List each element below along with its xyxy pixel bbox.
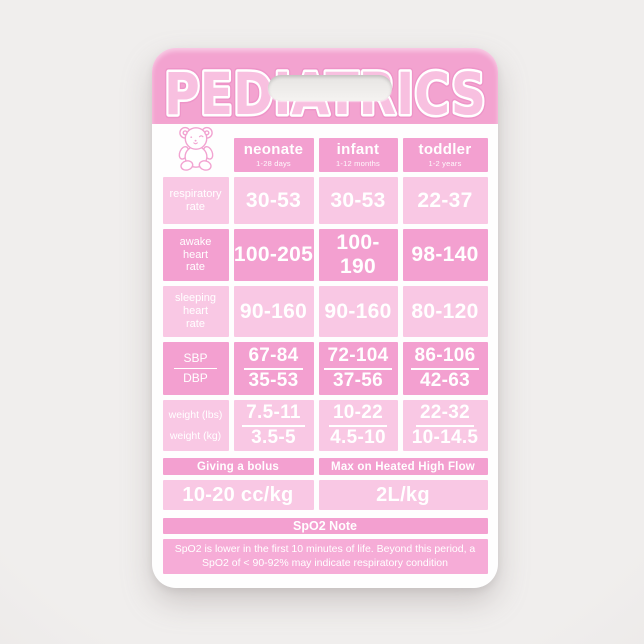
dbp-value: 42-63: [419, 369, 471, 391]
weight-kg-label: weight (kg): [169, 430, 222, 442]
cell-awake-neonate: 100-205: [233, 229, 314, 281]
weight-lbs-label: weight (lbs): [168, 408, 223, 421]
bolus-flow-section: Giving a bolus Max on Heated High Flow 1…: [162, 458, 488, 510]
cell-respiratory-toddler: 22-37: [402, 177, 488, 224]
column-header-neonate: neonate 1-28 days: [233, 138, 314, 172]
cell-weight-infant: 10-22 4.5-10: [318, 400, 398, 451]
spo2-note-line1: SpO2 is lower in the first 10 minutes of…: [174, 543, 476, 556]
sbp-value: 67-84: [244, 345, 303, 370]
bolus-header: Giving a bolus: [162, 458, 314, 475]
weight-kg-value: 3.5-5: [251, 426, 296, 448]
sbp-value: 86-106: [410, 345, 480, 370]
dbp-value: 35-53: [248, 369, 299, 391]
cell-awake-infant: 100-190: [318, 229, 398, 281]
cell-sleeping-neonate: 90-160: [233, 286, 314, 337]
cell-weight-toddler: 22-32 10-14.5: [402, 400, 488, 451]
weight-lbs-value: 10-22: [328, 402, 388, 427]
column-header-toddler: toddler 1-2 years: [402, 138, 488, 172]
column-sublabel: 1-2 years: [428, 159, 462, 168]
column-label: neonate: [243, 141, 304, 158]
bolus-value: 10-20 cc/kg: [162, 480, 314, 510]
column-label: infant: [336, 141, 380, 158]
badge-card: PEDIATRICS PEDIATRICS: [152, 48, 498, 588]
spo2-note-text: SpO2 is lower in the first 10 minutes of…: [162, 539, 488, 574]
dbp-label: DBP: [183, 371, 208, 385]
row-label-weight: weight (lbs) weight (kg): [162, 400, 229, 451]
card-content: neonate 1-28 days infant 1-12 months tod…: [152, 125, 498, 574]
high-flow-header: Max on Heated High Flow: [318, 458, 488, 475]
cell-bp-neonate: 67-84 35-53: [233, 342, 314, 395]
vitals-table: neonate 1-28 days infant 1-12 months tod…: [162, 125, 488, 451]
row-label-respiratory-rate: respiratory rate: [162, 177, 229, 224]
column-sublabel: 1-28 days: [256, 159, 291, 168]
header-band: PEDIATRICS PEDIATRICS: [152, 48, 498, 126]
column-header-infant: infant 1-12 months: [318, 138, 398, 172]
sbp-label: SBP: [174, 352, 217, 369]
sbp-value: 72-104: [323, 345, 393, 370]
cell-bp-infant: 72-104 37-56: [318, 342, 398, 395]
row-label-sleeping-heart-rate: sleeping heart rate: [162, 286, 229, 337]
weight-lbs-value: 7.5-11: [242, 402, 305, 427]
column-sublabel: 1-12 months: [336, 159, 380, 168]
weight-kg-value: 4.5-10: [330, 426, 386, 448]
column-label: toddler: [418, 141, 472, 158]
cell-sleeping-infant: 90-160: [318, 286, 398, 337]
cell-bp-toddler: 86-106 42-63: [402, 342, 488, 395]
spo2-note-line2: SpO2 of < 90-92% may indicate respirator…: [201, 556, 448, 569]
cell-weight-neonate: 7.5-11 3.5-5: [233, 400, 314, 451]
high-flow-value: 2L/kg: [318, 480, 488, 510]
cell-respiratory-neonate: 30-53: [233, 177, 314, 224]
bear-cell: [163, 125, 229, 172]
cell-sleeping-toddler: 80-120: [402, 286, 488, 337]
row-label-blood-pressure: SBP DBP: [162, 342, 229, 395]
weight-lbs-value: 22-32: [415, 402, 475, 427]
spo2-note-header: SpO2 Note: [162, 518, 488, 534]
teddy-bear-icon: [178, 126, 213, 171]
cell-respiratory-infant: 30-53: [318, 177, 398, 224]
badge-slot-hole: [268, 75, 392, 101]
dbp-value: 37-56: [332, 369, 384, 391]
row-label-awake-heart-rate: awake heart rate: [162, 229, 229, 281]
cell-awake-toddler: 98-140: [402, 229, 488, 281]
weight-kg-value: 10-14.5: [411, 426, 479, 448]
